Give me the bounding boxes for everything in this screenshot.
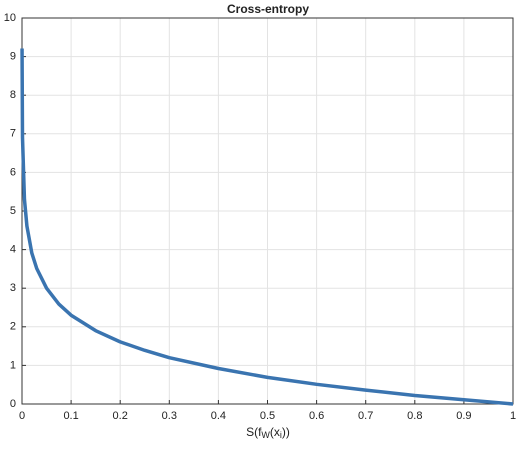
data-line [20,48,514,406]
x-label-part: W [261,430,270,440]
x-axis-label: S(fW(xi)) [246,425,290,440]
x-label-part: )) [282,425,290,439]
y-tick-label: 3 [10,282,16,294]
x-tick-label: 0.7 [358,410,373,422]
y-tick-label: 8 [10,89,16,101]
x-tick-label: 0.8 [407,410,422,422]
x-label-part: S(f [246,425,262,439]
x-tick-label: 0.5 [260,410,275,422]
x-tick-label: 0.6 [309,410,324,422]
y-tick-label: 6 [10,166,16,178]
y-tick-label: 5 [10,205,16,217]
x-tick-label: 0.2 [113,410,128,422]
y-tick-label: 2 [10,321,16,333]
plot-frame [21,17,514,405]
x-label-part: i [280,430,282,440]
y-tick-label: 4 [10,244,16,256]
x-tick-label: 0.4 [211,410,226,422]
y-tick-label: 1 [10,359,16,371]
y-tick-label: 10 [4,12,16,24]
x-label-part: (x [270,425,280,439]
x-tick-label: 0.1 [63,410,78,422]
x-tick-label: 1 [510,410,516,422]
x-tick-label: 0.3 [162,410,177,422]
y-tick-label: 0 [10,398,16,410]
y-tick-label: 9 [10,51,16,63]
chart-title: Cross-entropy [227,2,309,16]
x-tick-label: 0 [19,410,25,422]
x-tick-label: 0.9 [456,410,471,422]
y-tick-label: 7 [10,128,16,140]
